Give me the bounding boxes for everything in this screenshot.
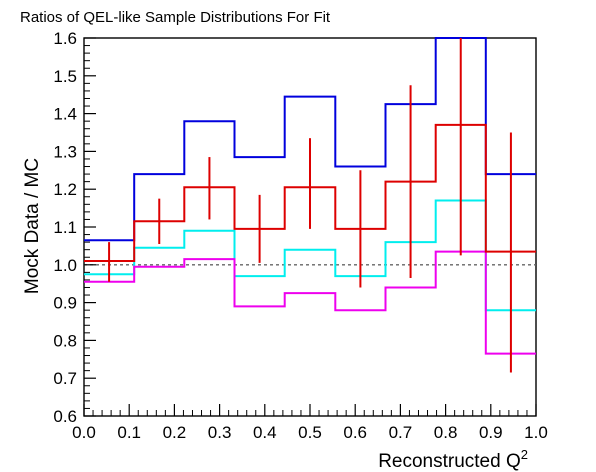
series-2 <box>84 250 536 355</box>
chart-title: Ratios of QEL-like Sample Distributions … <box>20 9 331 26</box>
y-tick-label: 0.6 <box>53 407 77 426</box>
x-tick-label: 0.3 <box>208 423 232 442</box>
series-2-step-line <box>84 250 536 355</box>
x-tick-label: 0.1 <box>117 423 141 442</box>
x-tick-label: 0.6 <box>343 423 367 442</box>
series-3 <box>84 38 536 373</box>
x-tick-label: 1.0 <box>524 423 548 442</box>
y-tick-label: 0.8 <box>53 331 77 350</box>
series-1 <box>84 199 536 312</box>
y-tick-label: 1.1 <box>53 218 77 237</box>
y-axis-title: Mock Data / MC <box>22 158 43 294</box>
x-tick-label: 0.9 <box>479 423 503 442</box>
x-tick-label: 0.5 <box>298 423 322 442</box>
x-axis-title: Reconstructed Q2 <box>378 447 528 472</box>
y-tick-label: 1.5 <box>53 67 77 86</box>
series-0 <box>84 37 536 242</box>
x-axis-title-text: Reconstructed Q <box>378 451 521 472</box>
y-tick-label: 0.7 <box>53 369 77 388</box>
x-tick-label: 0.7 <box>389 423 413 442</box>
series-layer <box>84 37 536 373</box>
series-0-step-line <box>84 37 536 242</box>
x-tick-label: 0.2 <box>163 423 187 442</box>
y-tick-label: 1.4 <box>53 105 77 124</box>
x-tick-label: 0.0 <box>72 423 96 442</box>
y-tick-label: 1.3 <box>53 142 77 161</box>
x-axis-title-superscript: 2 <box>521 447 528 462</box>
x-tick-label: 0.8 <box>434 423 458 442</box>
y-tick-label: 1.2 <box>53 180 77 199</box>
y-tick-label: 0.9 <box>53 294 77 313</box>
y-tick-label: 1.0 <box>53 256 77 275</box>
series-1-step-line <box>84 199 536 312</box>
axes: 0.0 0.1 0.2 0.3 0.4 0.5 0.6 0.7 0.8 0.9 1.0 0.6 0.7 0… <box>53 29 547 442</box>
x-tick-label: 0.4 <box>253 423 277 442</box>
y-tick-label: 1.6 <box>53 29 77 48</box>
